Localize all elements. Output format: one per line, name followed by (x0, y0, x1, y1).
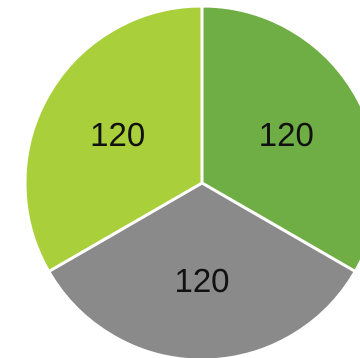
pie-slices (23, 4, 360, 358)
pie-slice-3 (23, 4, 204, 274)
pie-data-labels: 120 120 120 (90, 116, 314, 299)
data-label-3: 120 (90, 116, 145, 153)
data-label-1: 120 (259, 116, 314, 153)
data-label-2: 120 (174, 262, 229, 299)
pie-slice-2 (46, 181, 358, 358)
